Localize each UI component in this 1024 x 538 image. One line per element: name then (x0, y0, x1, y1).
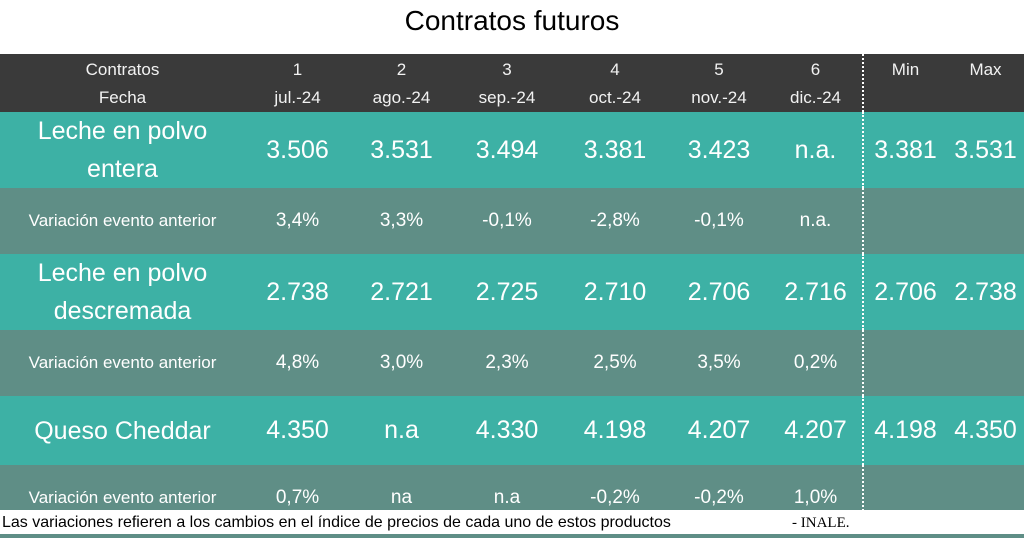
price-cell: 2.706 (687, 277, 751, 306)
max-cell: 4.350 (954, 416, 1017, 444)
product-row: Leche en polvo descremada 2.738 2.721 2.7… (0, 254, 1024, 330)
variation-cell: 3,3% (379, 210, 424, 231)
footer-note: Las variaciones refieren a los cambios e… (2, 514, 671, 531)
price-cell: 3.423 (687, 135, 751, 164)
product-name: Leche en polvo entera (37, 117, 208, 183)
variation-row: Variación evento anterior 4,8% 3,0% 2,3%… (0, 330, 1024, 396)
variation-cell: 3,4% (275, 210, 320, 231)
price-cell: 2.725 (475, 277, 539, 306)
variation-row: Variación evento anterior 3,4% 3,3% -0,1… (0, 188, 1024, 254)
variation-cell: n.a. (799, 210, 832, 231)
variation-cell: 0,7% (275, 487, 320, 508)
price-cell: 4.330 (475, 416, 539, 444)
variation-cell: -0,1% (482, 210, 532, 231)
variation-cell: 3,5% (697, 352, 741, 373)
header-contract-5: 5 nov.-24 (691, 60, 747, 107)
variation-cell: 3,0% (379, 352, 424, 373)
variation-cell: 1,0% (793, 487, 838, 508)
price-cell: 2.721 (370, 277, 433, 306)
variation-cell: -0,2% (590, 487, 640, 508)
price-cell: 3.494 (475, 135, 539, 164)
header-contract-6: 6 dic.-24 (789, 60, 842, 107)
price-cell: 4.207 (687, 416, 751, 444)
futures-table: Contratos Fecha 1 jul.-24 2 ago.-24 3 sep.-2… (0, 54, 1024, 531)
variation-cell: 2,5% (593, 352, 637, 373)
price-cell: n.a (384, 416, 419, 444)
empty-cell (947, 188, 1024, 254)
empty-cell (862, 188, 947, 254)
header-max: Max (969, 60, 1002, 79)
product-row: Leche en polvo entera 3.506 3.531 3.494 3… (0, 112, 1024, 188)
price-cell: 3.506 (266, 135, 329, 164)
variation-cell: n.a (493, 487, 521, 508)
variation-cell: 2,3% (485, 352, 529, 373)
header-contract-4: 4 oct.-24 (589, 60, 641, 107)
bottom-strip (0, 534, 1024, 538)
variation-cell: na (390, 487, 413, 508)
variation-label: Variación evento anterior (28, 353, 217, 372)
source-credit: - INALE. (792, 515, 850, 531)
min-cell: 4.198 (862, 396, 947, 465)
header-min: Min (862, 54, 947, 112)
price-cell: 3.381 (583, 135, 647, 164)
min-cell: 2.706 (862, 254, 947, 330)
price-cell: 4.207 (784, 416, 847, 444)
header-contract-1: 1 jul.-24 (274, 60, 321, 107)
header-row: Contratos Fecha 1 jul.-24 2 ago.-24 3 sep.-2… (0, 54, 1024, 112)
header-contract-2: 2 ago.-24 (372, 60, 431, 107)
product-name: Leche en polvo descremada (37, 259, 208, 325)
max-cell: 2.738 (954, 277, 1017, 306)
price-cell: 4.198 (583, 416, 647, 444)
price-cell: 2.716 (784, 277, 847, 306)
price-cell: 2.738 (266, 277, 329, 306)
page-title: Contratos futuros (404, 5, 620, 36)
variation-cell: -0,1% (694, 210, 744, 231)
price-cell: 3.531 (370, 135, 433, 164)
header-contract-3: 3 sep.-24 (478, 60, 536, 107)
price-cell: 2.710 (583, 277, 647, 306)
product-row: Queso Cheddar 4.350 n.a 4.330 4.198 4.20… (0, 396, 1024, 465)
product-name: Queso Cheddar (34, 416, 211, 445)
header-contracts-date: Contratos Fecha (85, 60, 160, 107)
variation-label: Variación evento anterior (28, 211, 217, 230)
price-cell: n.a. (794, 135, 837, 164)
empty-cell (862, 330, 947, 396)
price-cell: 4.350 (266, 416, 329, 444)
footer: Las variaciones refieren a los cambios e… (0, 510, 1024, 538)
variation-cell: -0,2% (694, 487, 744, 508)
variation-label: Variación evento anterior (28, 488, 217, 507)
min-cell: 3.381 (862, 112, 947, 188)
variation-cell: -2,8% (590, 210, 640, 231)
variation-cell: 4,8% (275, 352, 320, 373)
max-cell: 3.531 (954, 135, 1017, 164)
empty-cell (947, 330, 1024, 396)
variation-cell: 0,2% (793, 352, 838, 373)
